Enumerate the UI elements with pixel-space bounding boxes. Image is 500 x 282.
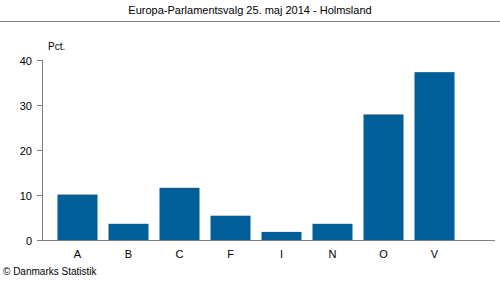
bar xyxy=(313,224,353,240)
bar xyxy=(364,114,404,240)
source: © Danmarks Statistik xyxy=(3,266,98,277)
y-tick-label: 0 xyxy=(26,235,32,247)
bars xyxy=(58,72,455,240)
y-tick xyxy=(37,105,42,106)
y-tick-label: 40 xyxy=(20,55,32,67)
y-axis-label: Pct. xyxy=(48,41,65,52)
y-tick-label: 30 xyxy=(20,100,32,112)
bar xyxy=(109,224,149,240)
bar xyxy=(211,216,251,240)
x-tick-label: O xyxy=(379,248,388,260)
x-tick-label: N xyxy=(329,248,337,260)
y-tick xyxy=(37,60,42,61)
y-tick xyxy=(37,240,42,241)
bar xyxy=(262,232,302,240)
title: Europa-Parlamentsvalg 25. maj 2014 - Hol… xyxy=(128,4,371,16)
chart-container: Europa-Parlamentsvalg 25. maj 2014 - Hol… xyxy=(0,0,500,282)
y-tick xyxy=(37,150,42,151)
x-tick-label: C xyxy=(176,248,184,260)
y-tick xyxy=(37,195,42,196)
y-tick-label: 20 xyxy=(20,145,32,157)
y-axis-line xyxy=(42,60,43,240)
title-rule xyxy=(0,21,500,22)
x-tick-label: A xyxy=(74,248,82,260)
y-tick-label: 10 xyxy=(20,190,32,202)
x-axis-line xyxy=(42,240,495,241)
x-tick-label: I xyxy=(280,248,283,260)
bar xyxy=(160,188,200,240)
bar xyxy=(58,195,98,240)
bar xyxy=(415,72,455,240)
x-tick-label: V xyxy=(431,248,439,260)
x-tick-label: F xyxy=(227,248,234,260)
x-tick-label: B xyxy=(125,248,132,260)
chart-svg: Europa-Parlamentsvalg 25. maj 2014 - Hol… xyxy=(0,0,500,282)
